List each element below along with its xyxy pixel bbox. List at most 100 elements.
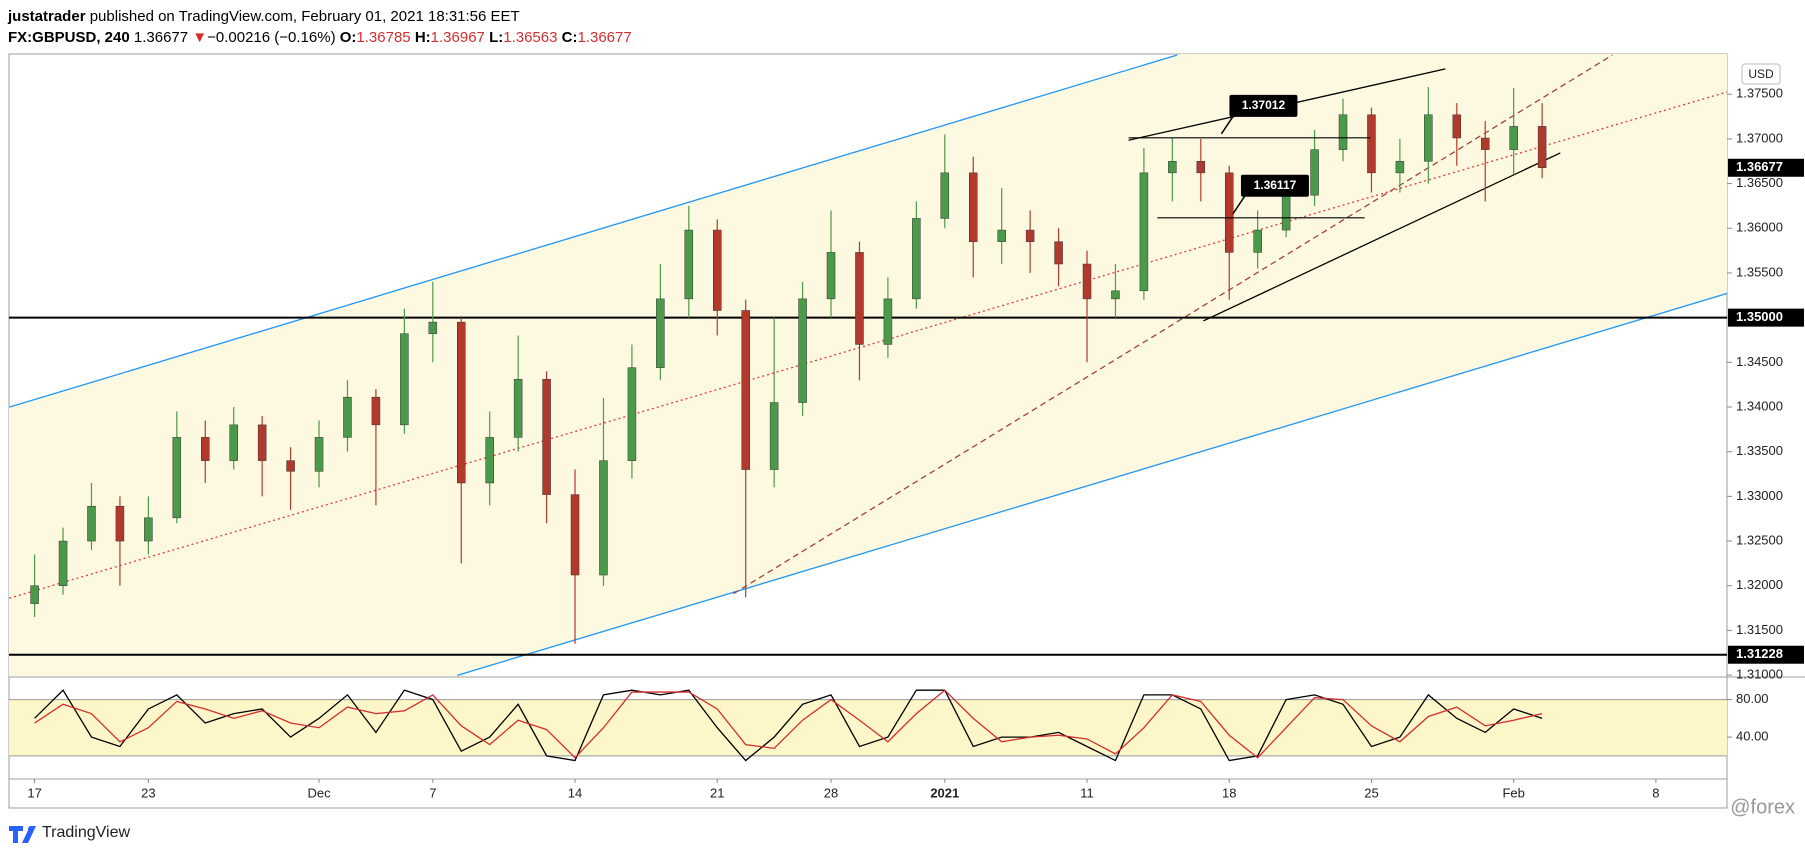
candle-body (1111, 290, 1120, 300)
osc-line (34, 689, 1543, 759)
y-tick-label: 1.32000 (1736, 577, 1783, 592)
candle-body (570, 494, 580, 576)
callout-pointer (1220, 115, 1235, 135)
osc-tick-label: 80.00 (1736, 691, 1769, 706)
candle-body (1537, 126, 1547, 169)
candle-body (485, 437, 494, 484)
x-tick-label: 28 (824, 785, 838, 800)
candle-body (144, 517, 153, 542)
candle-body (1025, 229, 1035, 242)
candle-body (684, 229, 694, 300)
candle-body (343, 396, 352, 438)
osc-tick-label: 40.00 (1736, 729, 1769, 744)
oscillator-pane (9, 689, 1727, 762)
last-price: 1.36677 (1736, 159, 1783, 174)
c: 1.36677 (577, 29, 632, 46)
x-tick-label: 23 (141, 785, 155, 800)
candle-body (286, 460, 295, 472)
candle-body (1054, 241, 1063, 265)
header: justatrader published on TradingView.com… (8, 6, 632, 48)
candle-body (371, 396, 381, 426)
y-tick-label: 1.35500 (1736, 264, 1783, 279)
price-label-box (1728, 645, 1804, 664)
candle-body (428, 321, 438, 334)
osc-band (9, 699, 1727, 756)
brand: TradingView (42, 824, 130, 841)
candle-body (741, 310, 750, 470)
y-tick-label: 1.33500 (1736, 443, 1783, 458)
arrow: ▼ (192, 29, 208, 46)
candle-body (513, 379, 523, 438)
brand-logo (9, 826, 36, 843)
symbol: FX:GBPUSD, 240 (8, 29, 130, 46)
trendline (1203, 152, 1561, 322)
x-tick-label: 14 (568, 785, 582, 800)
candle-body (400, 333, 409, 426)
candle-body (314, 437, 324, 472)
trendline (457, 292, 1727, 676)
x-tick-label: 17 (27, 785, 41, 800)
candle-body (997, 229, 1006, 242)
candle-body (257, 424, 267, 461)
candle-body (855, 252, 864, 345)
h-label: H: (414, 29, 431, 46)
candle-body (172, 437, 182, 519)
callout-pointer (1232, 195, 1246, 215)
currency-box (1741, 63, 1781, 85)
candle-body (712, 229, 722, 311)
candle-body (1480, 137, 1490, 150)
x-tick-label: Dec (307, 785, 331, 800)
y-tick-label: 1.31000 (1736, 667, 1783, 682)
y-tick-label: 1.31500 (1736, 622, 1783, 637)
candle-body (58, 540, 68, 586)
candle-body (87, 505, 96, 542)
currency: USD (1748, 67, 1774, 81)
candle-body (940, 172, 950, 219)
y-tick-label: 1.36000 (1736, 220, 1783, 235)
y-tick-label: 1.32500 (1736, 532, 1783, 547)
header-line: justatrader published on TradingView.com… (8, 6, 632, 27)
x-tick-label: 2021 (930, 785, 959, 800)
last-price-box (1728, 158, 1804, 177)
trendline (733, 54, 1613, 595)
x-tick-label: 11 (1080, 785, 1094, 800)
x-tick-label: 21 (710, 785, 724, 800)
candle-body (769, 402, 779, 470)
candle-body (798, 298, 807, 403)
callout-label: 1.37012 (1242, 98, 1286, 112)
candle-body (1424, 114, 1433, 162)
candle-body (599, 460, 608, 576)
candle-body (1168, 160, 1177, 174)
callout-box (1229, 94, 1298, 117)
trendline (9, 91, 1727, 599)
candle-body (201, 437, 210, 461)
price-label: 1.35000 (1736, 309, 1783, 324)
candle-body (656, 298, 665, 368)
candle-body (30, 585, 39, 604)
y-tick-label: 1.36500 (1736, 175, 1783, 190)
o-label: O: (339, 29, 357, 46)
candle-body (457, 321, 466, 484)
last: 1.36677 (133, 29, 189, 46)
author: justatrader (8, 8, 86, 25)
candle-body (1281, 194, 1291, 231)
candle-body (1139, 172, 1149, 292)
channel-fill (9, 54, 1727, 676)
y-tick-label: 1.37000 (1736, 130, 1783, 145)
y-tick-label: 1.33000 (1736, 488, 1783, 503)
price-pane: 1.37012 1.36117 (9, 54, 1727, 676)
candle-body (912, 218, 921, 300)
candle-body (229, 424, 238, 461)
watermark: @forex (1730, 796, 1795, 818)
y-tick-label: 1.37500 (1736, 86, 1783, 101)
h: 1.36967 (430, 29, 485, 46)
candle-body (883, 298, 893, 345)
candle-body (115, 505, 125, 542)
candle-body (1196, 160, 1206, 174)
candle-body (1338, 114, 1348, 150)
callout-box (1240, 174, 1309, 197)
x-tick-label: 7 (429, 785, 436, 800)
candle-body (542, 379, 551, 495)
l: 1.36563 (503, 29, 558, 46)
